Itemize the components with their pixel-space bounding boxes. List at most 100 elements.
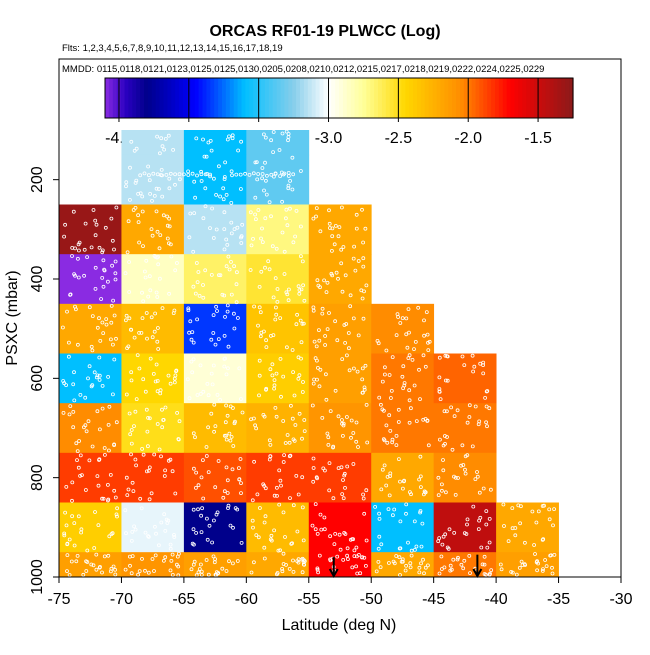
sample-point xyxy=(530,509,535,514)
sample-point xyxy=(398,479,402,484)
sample-point xyxy=(226,506,230,511)
sample-point xyxy=(97,245,102,250)
sample-point xyxy=(442,565,447,570)
mmdd-label: MMDD: 0115,0118,0121,0123,0125,0125,0130… xyxy=(62,64,544,75)
sample-point xyxy=(115,506,119,511)
sample-point xyxy=(109,566,114,571)
sample-point xyxy=(212,402,217,407)
sample-point xyxy=(109,337,113,342)
sample-point xyxy=(330,234,335,239)
sample-point xyxy=(157,151,162,156)
sample-point xyxy=(297,411,302,416)
sample-point xyxy=(465,517,470,522)
sample-point xyxy=(166,373,171,378)
sample-point xyxy=(317,338,322,343)
colorbar-segment xyxy=(432,78,438,118)
sample-point xyxy=(297,373,302,378)
sample-point xyxy=(420,521,425,526)
colorbar-segment xyxy=(206,78,211,118)
sample-point xyxy=(320,415,325,420)
sample-point xyxy=(192,211,197,216)
sample-point xyxy=(112,357,117,362)
sample-point xyxy=(342,473,347,478)
sample-point xyxy=(140,446,145,451)
sample-point xyxy=(452,531,457,535)
sample-point xyxy=(228,404,233,409)
sample-point xyxy=(63,222,67,227)
sample-point xyxy=(325,327,330,332)
sample-point xyxy=(312,377,317,382)
sample-point xyxy=(425,563,430,568)
sample-point xyxy=(222,433,227,438)
sample-point xyxy=(360,555,364,560)
sample-point xyxy=(377,534,382,539)
sample-point xyxy=(113,259,118,264)
sample-point xyxy=(209,411,214,416)
sample-point xyxy=(379,487,384,492)
sample-point xyxy=(437,355,442,360)
sample-point xyxy=(301,321,306,326)
sample-point xyxy=(166,133,171,138)
sample-point xyxy=(200,458,205,463)
colorbar-segment xyxy=(378,78,383,118)
sample-point xyxy=(172,308,177,313)
sample-point xyxy=(363,363,368,368)
sample-point xyxy=(327,488,332,493)
sample-point xyxy=(254,533,259,537)
sample-point xyxy=(216,164,221,169)
sample-point xyxy=(407,330,411,335)
sample-point xyxy=(163,405,168,410)
sample-point xyxy=(301,283,306,288)
sample-point xyxy=(256,535,261,540)
sample-point xyxy=(278,316,283,321)
sample-point xyxy=(201,295,206,300)
sample-point xyxy=(272,493,277,498)
sample-point xyxy=(322,278,327,283)
sample-point xyxy=(234,282,239,287)
sample-point xyxy=(127,290,132,294)
colorbar-segment xyxy=(354,78,360,118)
sample-point xyxy=(163,555,168,560)
sample-point xyxy=(160,407,164,412)
sample-point xyxy=(323,343,328,347)
sample-point xyxy=(165,521,170,525)
sample-point xyxy=(333,532,338,536)
sample-point xyxy=(166,458,171,463)
heatmap-cell xyxy=(121,254,185,305)
sample-point xyxy=(400,557,405,562)
colorbar: -4.5-4.0-3.5-3.0-2.5-2.0-1.5 xyxy=(104,77,574,147)
sample-point xyxy=(407,490,412,495)
sample-point xyxy=(286,298,291,303)
sample-point xyxy=(389,388,394,393)
sample-point xyxy=(489,568,494,572)
flights-label: Flts: 1,2,3,4,5,6,7,8,9,10,11,12,13,14,1… xyxy=(62,43,283,54)
sample-point xyxy=(362,555,367,560)
sample-point xyxy=(137,240,142,245)
sample-point xyxy=(254,160,259,165)
sample-point xyxy=(140,316,145,321)
sample-point xyxy=(336,234,341,239)
sample-point xyxy=(313,527,318,532)
sample-point xyxy=(386,561,391,565)
sample-point xyxy=(338,547,343,552)
sample-point xyxy=(318,512,323,517)
heatmap-cell xyxy=(371,452,435,503)
sample-point xyxy=(176,437,181,442)
sample-point xyxy=(107,404,112,409)
sample-point xyxy=(284,207,289,212)
colorbar-segment xyxy=(202,78,207,118)
sample-point xyxy=(519,559,524,564)
x-tick-label: -45 xyxy=(422,591,445,608)
sample-point xyxy=(402,478,407,483)
sample-point xyxy=(199,179,204,183)
sample-point xyxy=(146,534,151,538)
sample-point xyxy=(224,437,229,442)
colorbar-segment xyxy=(311,78,317,118)
sample-point xyxy=(272,528,277,533)
colorbar-segment xyxy=(424,78,430,118)
sample-point xyxy=(320,306,325,311)
sample-point xyxy=(441,458,445,462)
sample-point xyxy=(461,463,466,467)
sample-point xyxy=(145,444,150,449)
sample-point xyxy=(156,187,161,191)
